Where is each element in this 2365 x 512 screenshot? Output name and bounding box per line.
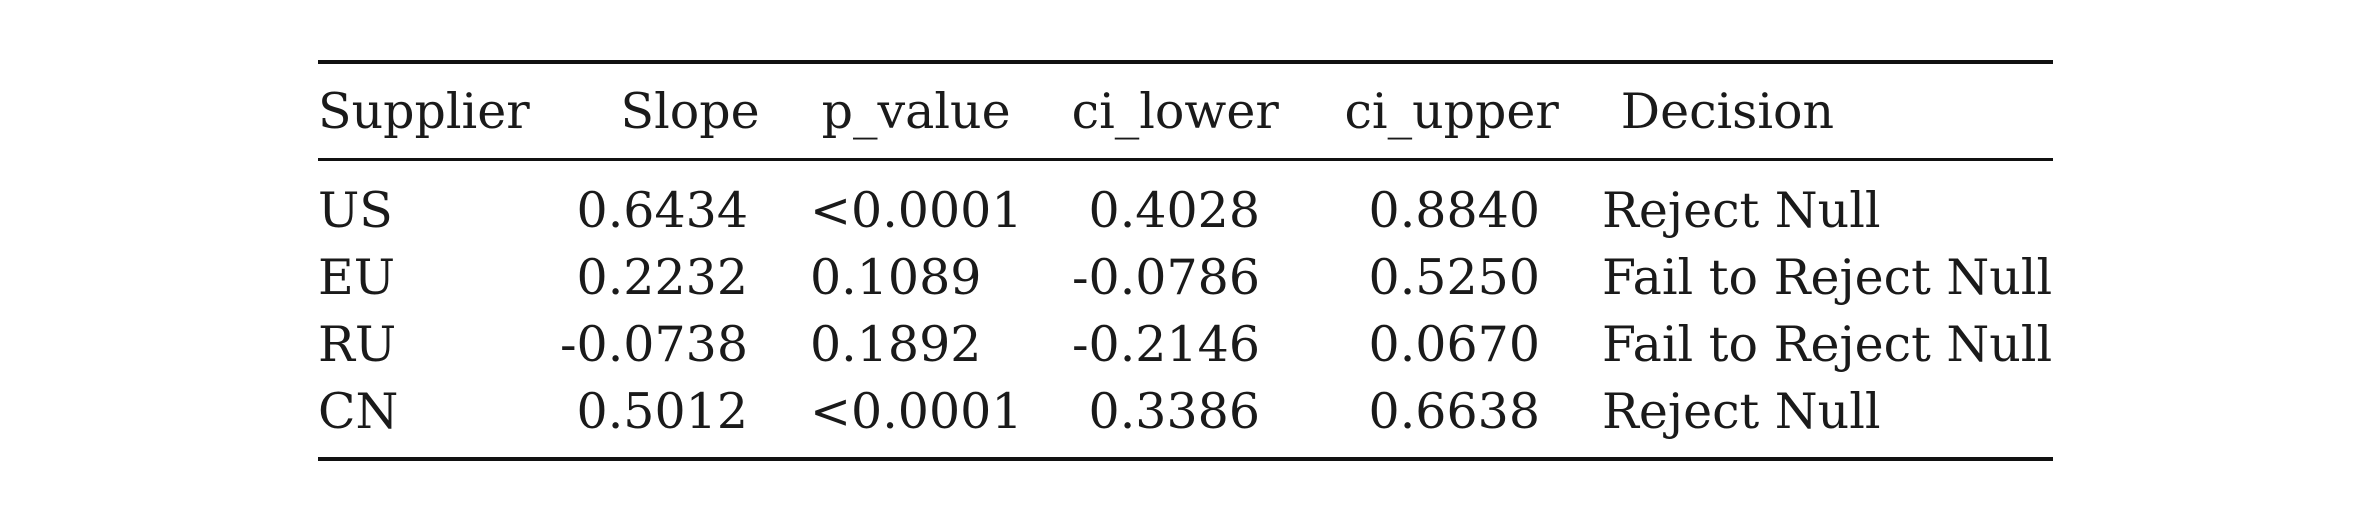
cell-ci-upper: 0.0670 [1368, 316, 1540, 373]
cell-ci-upper: 0.6638 [1368, 383, 1540, 440]
header-ci-upper: ci_upper [1344, 82, 1559, 140]
top-rule [318, 60, 2053, 64]
header-slope: Slope [620, 82, 760, 140]
cell-slope: -0.0738 [559, 316, 748, 373]
cell-p-value: 0.1892 [810, 316, 982, 373]
cell-decision: Fail to Reject Null [1602, 249, 2053, 306]
table-row: EU 0.2232 0.1089 -0.0786 0.5250 Fail to … [318, 244, 2053, 311]
cell-ci-upper: 0.8840 [1368, 182, 1540, 239]
cell-supplier: EU [318, 249, 396, 306]
results-table-container: Supplier Slope p_value ci_lower ci_upper… [318, 60, 2053, 461]
cell-ci-lower: 0.3386 [1088, 383, 1260, 440]
cell-supplier: RU [318, 316, 397, 373]
header-p-value: p_value [821, 82, 1011, 140]
table-row: CN 0.5012 <0.0001 0.3386 0.6638 Reject N… [318, 378, 2053, 457]
bottom-rule [318, 457, 2053, 461]
cell-ci-lower: -0.0786 [1071, 249, 1260, 306]
results-table-body: US 0.6434 <0.0001 0.4028 0.8840 Reject N… [318, 161, 2053, 457]
mid-rule [318, 158, 2053, 161]
cell-slope: 0.5012 [576, 383, 748, 440]
header-ci-lower: ci_lower [1071, 82, 1279, 140]
table-row: RU -0.0738 0.1892 -0.2146 0.0670 Fail to… [318, 311, 2053, 378]
cell-decision: Reject Null [1602, 182, 1881, 239]
cell-decision: Reject Null [1602, 383, 1881, 440]
header-decision: Decision [1620, 82, 1835, 140]
header-supplier: Supplier [318, 82, 530, 140]
cell-slope: 0.6434 [576, 182, 748, 239]
results-table: Supplier Slope p_value ci_lower ci_upper… [318, 64, 2053, 158]
cell-p-value: 0.1089 [810, 249, 982, 306]
table-row: US 0.6434 <0.0001 0.4028 0.8840 Reject N… [318, 161, 2053, 244]
cell-decision: Fail to Reject Null [1602, 316, 2053, 373]
header-row: Supplier Slope p_value ci_lower ci_upper… [318, 64, 2053, 158]
cell-supplier: CN [318, 383, 399, 440]
cell-supplier: US [318, 182, 393, 239]
cell-ci-upper: 0.5250 [1368, 249, 1540, 306]
cell-ci-lower: -0.2146 [1071, 316, 1260, 373]
cell-p-value: <0.0001 [810, 182, 1023, 239]
cell-slope: 0.2232 [576, 249, 748, 306]
cell-ci-lower: 0.4028 [1088, 182, 1260, 239]
cell-p-value: <0.0001 [810, 383, 1023, 440]
